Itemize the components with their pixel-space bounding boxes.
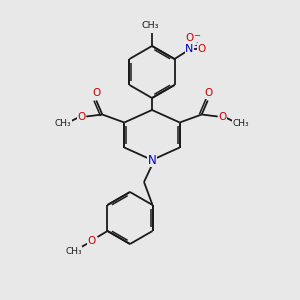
Text: O: O [87,236,96,246]
Text: CH₃: CH₃ [232,119,249,128]
Text: O: O [205,88,213,98]
Text: O: O [92,88,100,98]
Text: N: N [185,44,194,54]
Text: N: N [148,154,156,166]
Text: CH₃: CH₃ [65,247,82,256]
Text: CH₃: CH₃ [141,22,159,31]
Text: CH₃: CH₃ [55,119,72,128]
Text: O: O [197,44,206,54]
Text: +: + [194,41,200,50]
Text: −: − [194,32,200,40]
Text: O: O [219,112,227,122]
Text: O: O [77,112,86,122]
Text: O: O [185,33,194,43]
